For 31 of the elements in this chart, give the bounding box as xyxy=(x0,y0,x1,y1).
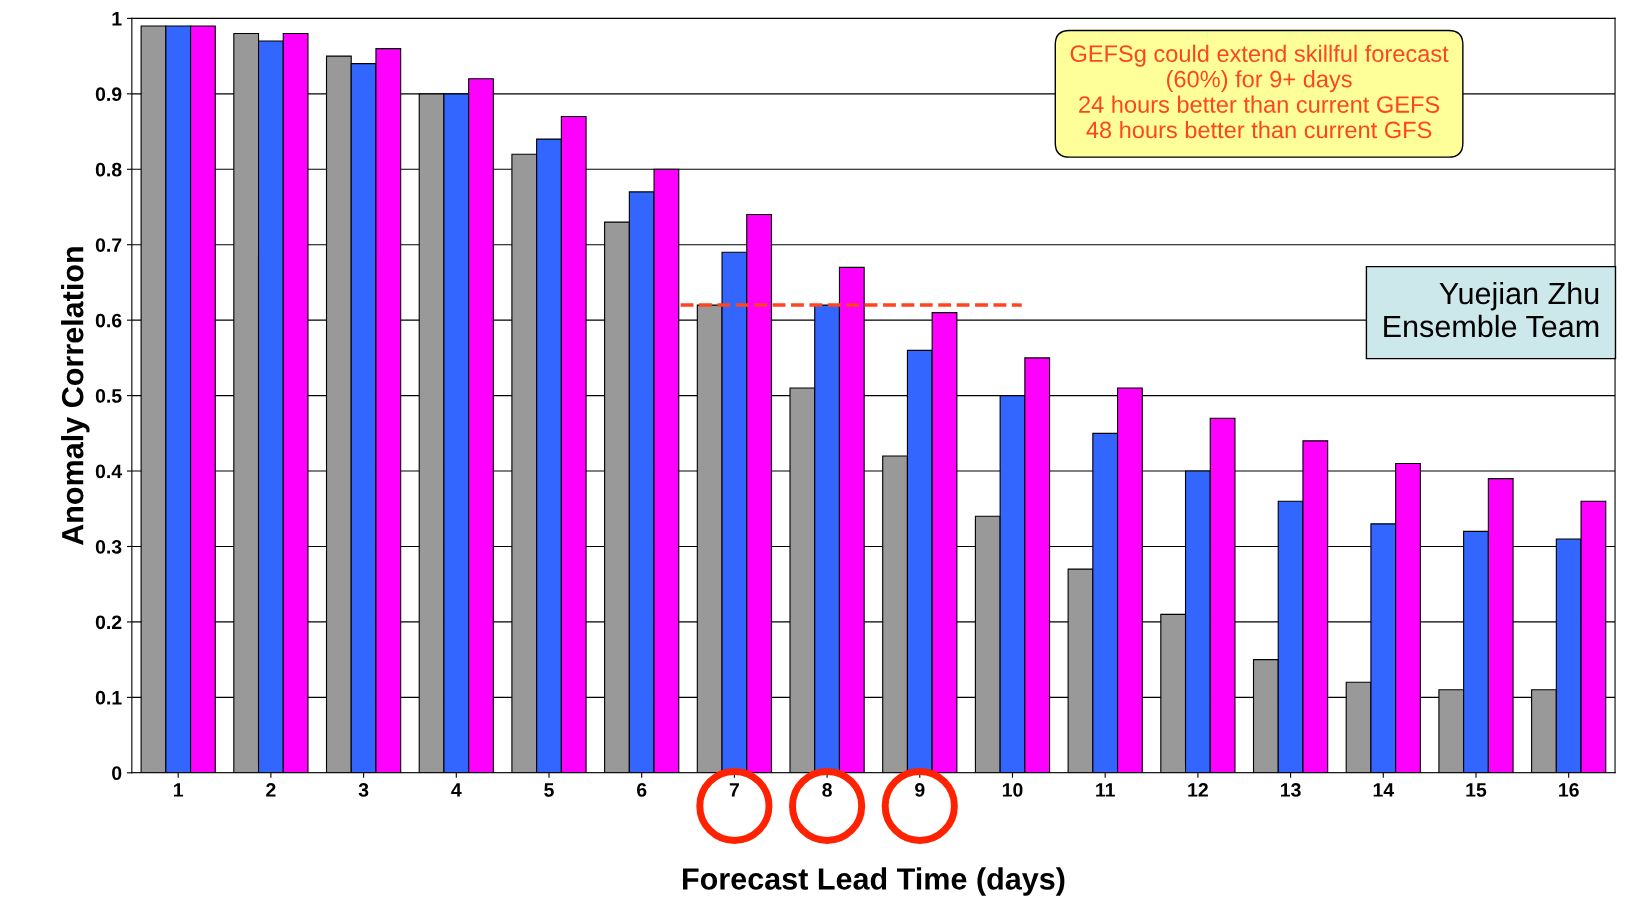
y-tick-label: 1 xyxy=(112,12,122,26)
x-tick-label: 11 xyxy=(1096,783,1115,797)
x-tick-label: 9 xyxy=(915,783,925,797)
x-tick-label: 1 xyxy=(174,783,184,797)
x-tick-label: 10 xyxy=(1002,783,1023,797)
x-tick-label: 2 xyxy=(266,783,276,797)
x-tick-label: 7 xyxy=(729,783,739,797)
x-axis-title: Forecast Lead Time (days) xyxy=(683,867,1065,896)
x-tick-label: 6 xyxy=(636,783,647,797)
x-tick-label: 3 xyxy=(358,783,369,797)
annotation: Yuejian Zhu Ensemble Team xyxy=(1384,281,1599,338)
y-tick-label: 0.8 xyxy=(95,162,122,177)
x-tick-label: 8 xyxy=(822,783,832,797)
y-tick-label: 0 xyxy=(112,766,122,781)
y-tick-label: 0.5 xyxy=(95,389,122,403)
x-tick-label: 16 xyxy=(1559,783,1579,797)
annotation: GEFSg could extend skillful forecast (60%) for 9+ days 24 hours better than current GEFS 48 hours better than current GFS xyxy=(1070,44,1449,139)
y-tick-label: 0.2 xyxy=(95,615,122,630)
x-tick-label: 13 xyxy=(1281,783,1301,797)
x-tick-label: 14 xyxy=(1373,783,1394,797)
y-tick-label: 0.9 xyxy=(95,87,122,102)
y-tick-label: 0.3 xyxy=(95,539,122,554)
x-tick-label: 4 xyxy=(451,783,462,797)
y-axis-title: Anomaly Correlation xyxy=(61,247,90,546)
x-tick-label: 12 xyxy=(1188,783,1208,797)
y-tick-label: 0.4 xyxy=(95,464,123,479)
x-tick-label: 15 xyxy=(1466,783,1487,797)
x-tick-label: 5 xyxy=(544,783,554,797)
y-tick-label: 0.1 xyxy=(95,690,122,705)
y-tick-label: 0.6 xyxy=(95,313,122,328)
y-tick-label: 0.7 xyxy=(95,238,122,252)
